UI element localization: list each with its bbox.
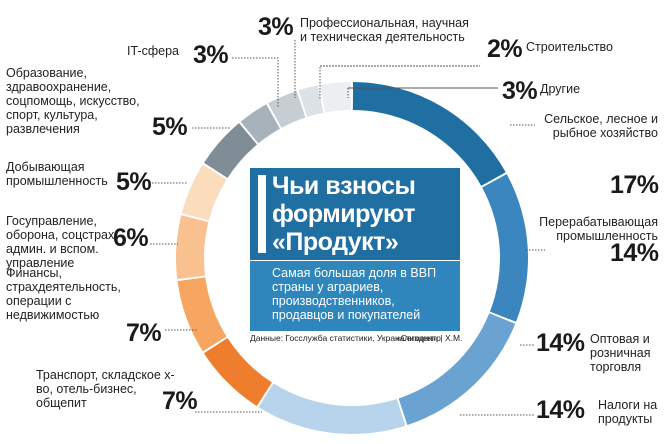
leader-line — [347, 87, 498, 98]
donut-slice — [177, 277, 227, 352]
donut-slice — [258, 383, 406, 435]
slice-value-label: 3% — [193, 41, 229, 69]
slice-label: Образование, здравоохранение, соцпомощь,… — [6, 66, 140, 136]
slice-value-label: 17% — [610, 171, 659, 199]
donut-slice — [176, 215, 209, 280]
leader-line — [232, 57, 279, 108]
donut-slice — [398, 313, 516, 426]
slice-label: Финансы, страхдеятельность, операции с н… — [6, 266, 121, 322]
slice-label: Добывающая промышленность — [6, 160, 108, 188]
donut-slice — [203, 338, 272, 407]
slice-label: Госуправление, оборона, соцстрах, админ.… — [6, 214, 118, 270]
source-note: Данные: Госслужба статистики, Укранализц… — [250, 333, 441, 343]
chart-title: Чьи взносы формируют «Продукт» — [272, 172, 416, 256]
donut-slice — [268, 90, 306, 128]
title-box: Чьи взносы формируют «Продукт» — [250, 168, 460, 260]
slice-value-label: 14% — [610, 239, 659, 267]
slice-label: Профессиональная, научная и техническая … — [300, 16, 469, 44]
slice-label: Строительство — [526, 40, 613, 54]
slice-label: Оптовая и розничная торговля — [590, 332, 651, 374]
donut-slice — [482, 174, 528, 322]
slice-value-label: 5% — [152, 113, 188, 141]
slice-label: Перерабатывающая промышленность — [539, 215, 658, 243]
slice-value-label: 7% — [126, 319, 162, 347]
slice-label: Налоги на продукты — [598, 398, 658, 426]
donut-slice — [240, 104, 280, 144]
slice-value-label: 6% — [113, 224, 149, 252]
slice-value-label: 5% — [116, 168, 152, 196]
donut-slice — [320, 82, 352, 113]
donut-slice — [203, 123, 257, 178]
slice-label: Транспорт, складское х-во, отель-бизнес,… — [36, 368, 175, 410]
title-accent-bar — [258, 175, 266, 253]
leader-line — [319, 65, 480, 100]
slice-value-label: 14% — [536, 396, 585, 424]
chart-subtitle: Самая большая доля в ВВП страны у аграри… — [272, 266, 437, 322]
title-panel: Чьи взносы формируют «Продукт» Самая бол… — [250, 168, 465, 353]
slice-value-label: 2% — [487, 35, 523, 63]
donut-slice — [298, 85, 324, 117]
slice-label: Сельское, лесное и рыбное хозяйство — [544, 112, 658, 140]
slice-label: Другие — [540, 82, 581, 96]
slice-value-label: 3% — [258, 13, 294, 41]
credit-note: «Сегодня» | Х.М. — [396, 333, 463, 343]
slice-value-label: 3% — [502, 77, 538, 105]
subtitle-box: Самая большая доля в ВВП страны у аграри… — [250, 261, 460, 331]
slice-label: IT-сфера — [127, 44, 179, 58]
donut-slice — [352, 82, 506, 186]
slice-value-label: 14% — [536, 329, 585, 357]
donut-slice — [181, 164, 227, 221]
slice-value-label: 7% — [162, 387, 198, 415]
